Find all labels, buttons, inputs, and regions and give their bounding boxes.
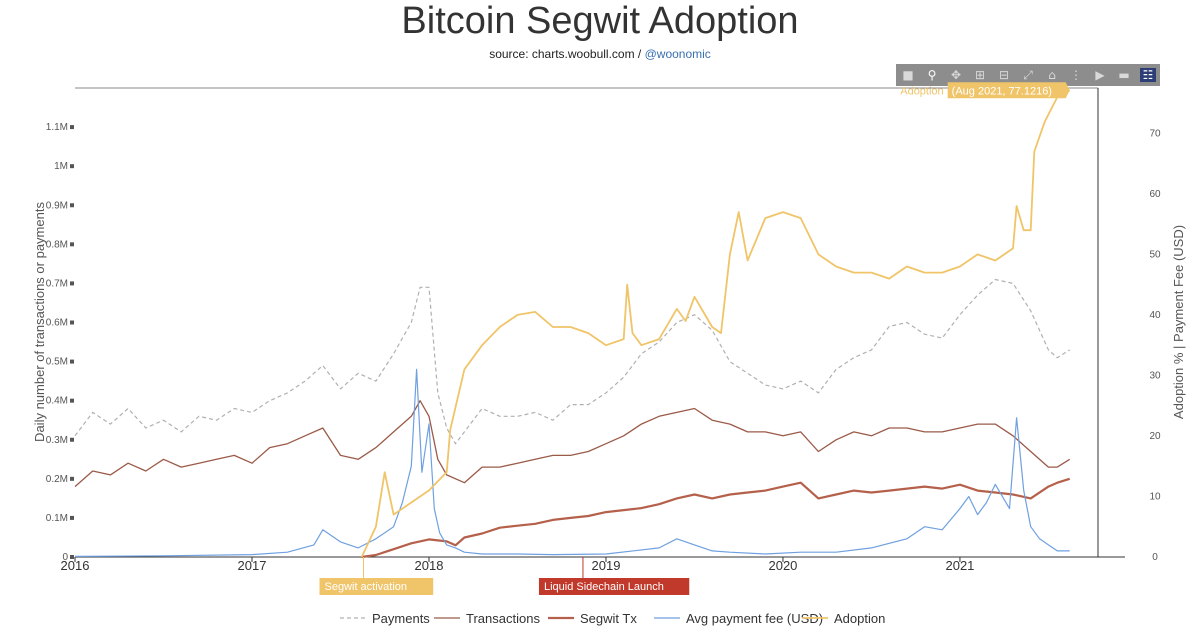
- y-tick-label: 0.8M: [46, 239, 68, 250]
- y-axis-ticks: 0 0.1M 0.2M 0.3M 0.4M 0.5M 0.6M 0.7M 0.8M 0.9M 1M 1…: [46, 122, 74, 563]
- annotation-box: [538, 578, 690, 595]
- series-line-avg-payment-fee-usd: [74, 368, 1070, 558]
- zoom-icon[interactable]: ⚲: [927, 68, 937, 82]
- series-line-segwit-tx: [361, 477, 1071, 559]
- hover-closest-icon[interactable]: ▶: [1095, 68, 1105, 82]
- zoom-out-icon[interactable]: ⊟: [998, 68, 1010, 82]
- annotation-layer: Segwit activation Liquid Sidechain Launch: [319, 557, 690, 595]
- y2-tick-label: 10: [1149, 491, 1161, 502]
- x-axis-ticks: 2016 2017 2018 2019 2020 2021: [61, 557, 974, 573]
- y-tick-label: 1M: [54, 161, 68, 172]
- pan-icon[interactable]: ✥: [950, 68, 962, 82]
- y-tick-label: 0: [62, 552, 68, 563]
- y-tick-label: 1.1M: [46, 122, 68, 133]
- y-tick-label: 0.3M: [46, 435, 68, 446]
- x-tick-label: 2018: [415, 558, 444, 573]
- axes-layer: [75, 87, 1125, 558]
- legend-item-label[interactable]: Avg payment fee (USD): [686, 611, 823, 626]
- x-tick-label: 2019: [592, 558, 621, 573]
- y2-axis-ticks: 0 10 20 30 40 50 60 70: [1149, 128, 1161, 563]
- legend-item-label[interactable]: Segwit Tx: [580, 611, 637, 626]
- hover-layer: (Aug 2021, 77.1216) Adoption: [900, 82, 1070, 99]
- y-tick-label: 0.7M: [46, 278, 68, 289]
- source-text: source: charts.woobull.com /: [489, 47, 645, 61]
- hover-series-name: Adoption: [900, 85, 943, 97]
- y-tick-mark: [70, 555, 74, 559]
- spike-lines-icon[interactable]: ⋮: [1070, 68, 1082, 82]
- home-icon[interactable]: ⌂: [1048, 68, 1056, 82]
- series-line-adoption: [360, 89, 1071, 558]
- y-tick-label: 0.6M: [46, 318, 68, 329]
- y-tick-label: 0.1M: [46, 513, 68, 524]
- y-tick-mark: [70, 164, 74, 169]
- hover-box: [947, 82, 1070, 99]
- y2-tick-label: 70: [1149, 128, 1161, 139]
- y2-tick-label: 30: [1149, 370, 1161, 381]
- source-link[interactable]: @woonomic: [644, 47, 711, 61]
- chart-title: Bitcoin Segwit Adoption: [401, 0, 799, 42]
- y-tick-mark: [70, 125, 74, 130]
- y-tick-label: 0.2M: [46, 474, 68, 485]
- chart-subtitle: source: charts.woobull.com / @woonomic: [0, 47, 1200, 61]
- x-tick-label: 2016: [61, 558, 90, 573]
- y-tick-mark: [70, 437, 74, 442]
- legend: Payments Transactions Segwit Tx Avg payment…: [340, 611, 885, 626]
- legend-item-label[interactable]: Transactions: [466, 611, 540, 626]
- y-axis-label: Daily number of transactions or payments: [32, 202, 47, 442]
- camera-icon[interactable]: ■: [902, 68, 914, 82]
- y2-tick-label: 60: [1149, 189, 1161, 200]
- y-tick-mark: [70, 203, 74, 208]
- y-tick-mark: [70, 398, 74, 403]
- y-tick-mark: [70, 242, 74, 247]
- annotation-label: Liquid Sidechain Launch: [544, 581, 664, 593]
- y-tick-label: 0.4M: [46, 396, 68, 407]
- series-line-transactions: [74, 400, 1071, 488]
- hover-value: (Aug 2021, 77.1216): [952, 85, 1052, 97]
- y-tick-mark: [70, 281, 74, 286]
- hover-compare-icon[interactable]: ▬: [1118, 68, 1130, 82]
- y-tick-mark: [70, 320, 74, 325]
- modebar: ■ ⚲ ✥ ⊞ ⊟ ⤢ ⌂ ⋮ ▶ ▬ ☷: [896, 64, 1160, 86]
- annotation-box: [319, 578, 434, 595]
- annotation-label: Segwit activation: [324, 581, 407, 593]
- y-tick-mark: [70, 476, 74, 481]
- y-tick-label: 0.5M: [46, 357, 68, 368]
- y-tick-mark: [70, 515, 74, 520]
- x-tick-label: 2021: [945, 558, 974, 573]
- y-tick-mark: [70, 359, 74, 364]
- y2-tick-label: 0: [1152, 552, 1158, 563]
- x-tick-label: 2020: [768, 558, 797, 573]
- x-tick-label: 2017: [238, 558, 267, 573]
- y2-tick-label: 20: [1149, 431, 1161, 442]
- autoscale-icon[interactable]: ⤢: [1023, 68, 1033, 82]
- y2-tick-label: 50: [1149, 249, 1161, 260]
- legend-item-label[interactable]: Adoption: [834, 611, 885, 626]
- y2-axis-label: Adoption % | Payment Fee (USD): [1171, 225, 1186, 419]
- plotly-logo-icon[interactable]: ☷: [1140, 68, 1156, 82]
- series-layer: [74, 89, 1071, 559]
- y2-tick-label: 40: [1149, 310, 1161, 321]
- series-line-payments: [74, 278, 1071, 445]
- y-tick-label: 0.9M: [46, 200, 68, 211]
- legend-item-label[interactable]: Payments: [372, 611, 430, 626]
- zoom-in-icon[interactable]: ⊞: [974, 68, 986, 82]
